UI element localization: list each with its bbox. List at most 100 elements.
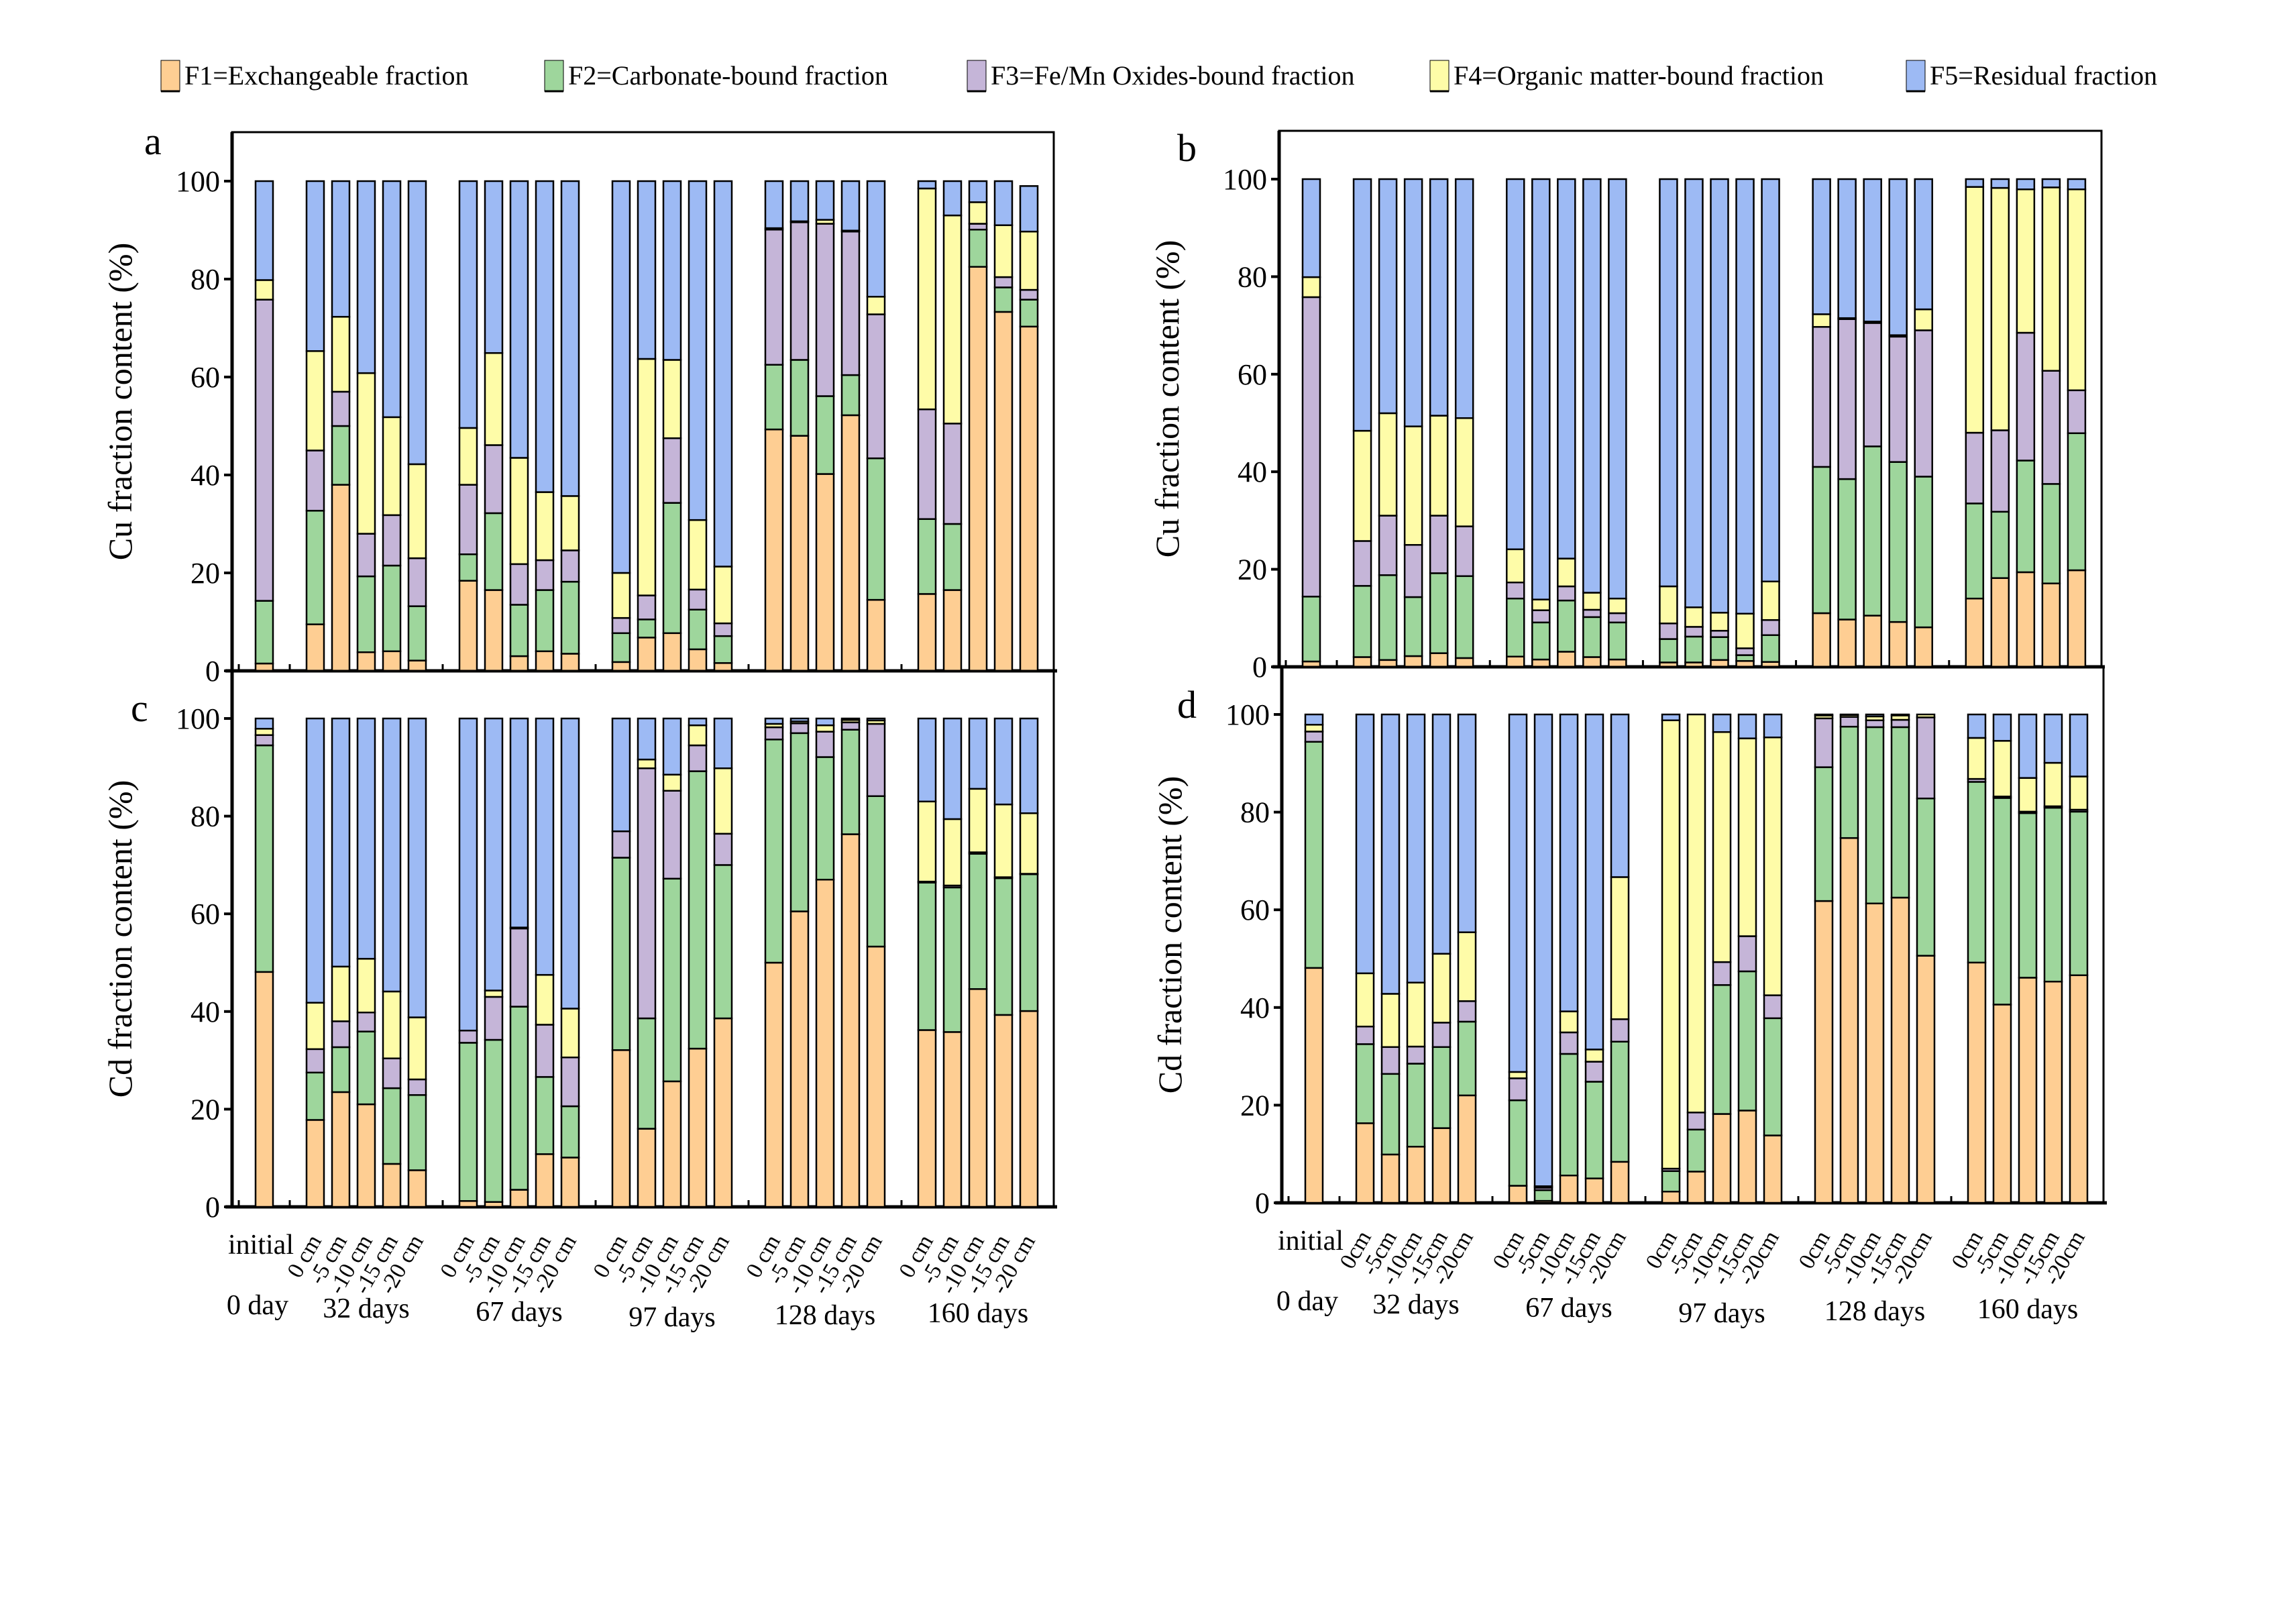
- bar-segment-f2: [407, 1094, 427, 1171]
- y-tick-label: 80: [1240, 796, 1270, 829]
- stacked-bar: [1659, 178, 1678, 668]
- bar-segment-f5: [1531, 178, 1551, 600]
- stacked-bar: [688, 717, 708, 1208]
- bar-segment-f5: [789, 180, 810, 223]
- bar-segment-f1: [1992, 1004, 2012, 1204]
- bar-segment-f4: [535, 491, 555, 562]
- bar-segment-f1: [509, 1189, 529, 1208]
- bar-segment-f5: [1301, 178, 1321, 278]
- bar-segment-f3: [1429, 515, 1449, 574]
- bar-segment-f4: [662, 773, 682, 792]
- bar-segment-f5: [1710, 178, 1729, 614]
- bar-segment-f5: [866, 180, 886, 298]
- bar-segment-f1: [509, 655, 529, 672]
- stacked-bar: [637, 180, 657, 672]
- bar-segment-f5: [535, 717, 555, 976]
- bar-segment-f3: [1837, 318, 1857, 480]
- y-tick-label: 40: [1240, 992, 1270, 1024]
- bar-segment-f5: [1457, 713, 1477, 933]
- stacked-bar: [1378, 178, 1398, 668]
- y-tick-label: 0: [205, 655, 220, 688]
- stacked-bar: [1916, 713, 1936, 1204]
- bar-segment-f4: [1761, 580, 1780, 621]
- stacked-bar: [535, 180, 555, 672]
- bar-segment-f3: [688, 744, 708, 772]
- bar-segment-f2: [1916, 797, 1936, 957]
- bar-segment-f5: [2043, 713, 2063, 764]
- stacked-bar: [2041, 178, 2061, 668]
- y-axis-title: Cd fraction content (%): [101, 780, 139, 1098]
- panel-letter: a: [144, 119, 162, 163]
- stacked-bar: [1457, 713, 1477, 1204]
- bar-segment-f4: [1735, 612, 1755, 649]
- bar-segment-f2: [1378, 574, 1398, 661]
- bar-segment-f5: [1661, 713, 1681, 721]
- bar-segment-f5: [713, 717, 733, 769]
- stacked-bar: [458, 717, 478, 1208]
- stacked-bar: [1735, 178, 1755, 668]
- stacked-bar: [968, 717, 988, 1208]
- stacked-bar: [1429, 178, 1449, 668]
- bar-segment-f5: [1814, 713, 1834, 716]
- bar-segment-f1: [713, 1017, 733, 1208]
- y-tick-label: 100: [176, 702, 220, 735]
- stacked-bar: [1559, 713, 1579, 1204]
- bar-segment-f3: [535, 559, 555, 591]
- bar-segment-f2: [1967, 781, 1987, 964]
- panel-letter: b: [1177, 126, 1197, 170]
- bar-segment-f1: [254, 971, 274, 1208]
- bar-segment-f2: [1019, 873, 1039, 1012]
- bar-segment-f3: [662, 437, 682, 504]
- bar-segment-f5: [2041, 178, 2061, 189]
- y-tick-label: 60: [190, 898, 220, 930]
- y-tick-label: 80: [190, 800, 220, 833]
- bar-segment-f4: [1684, 606, 1704, 628]
- bar-segment-f4: [1914, 308, 1933, 331]
- bar-segment-f3: [1301, 296, 1321, 598]
- bar-segment-f3: [1737, 935, 1757, 973]
- bar-segment-f2: [458, 553, 478, 582]
- stacked-bar: [1812, 178, 1831, 668]
- bar-segment-f2: [1508, 1099, 1528, 1187]
- bar-segment-f1: [942, 1031, 963, 1208]
- bar-segment-f1: [866, 598, 886, 672]
- bar-segment-f3: [1839, 716, 1859, 728]
- bar-segment-f1: [764, 961, 784, 1208]
- bar-segment-f3: [688, 588, 708, 611]
- bar-segment-f1: [1355, 1122, 1375, 1204]
- bar-segment-f2: [1557, 599, 1576, 653]
- bar-segment-f2: [254, 744, 274, 973]
- bar-segment-f4: [1019, 230, 1039, 291]
- bar-segment-f5: [637, 180, 657, 360]
- bar-segment-f3: [1610, 1018, 1630, 1043]
- stacked-bar: [1531, 178, 1551, 668]
- bar-segment-f4: [917, 187, 937, 411]
- bar-segment-f4: [1352, 429, 1372, 542]
- bar-segment-f2: [356, 575, 376, 653]
- bar-segment-f1: [1557, 651, 1576, 668]
- bar-segment-f4: [331, 315, 351, 393]
- stacked-bar: [1763, 713, 1783, 1204]
- bar-segment-f2: [1761, 634, 1780, 663]
- bar-segment-f2: [382, 1087, 402, 1165]
- y-axis-title: Cd fraction content (%): [1151, 776, 1189, 1093]
- bar-segment-f2: [1403, 596, 1423, 657]
- x-group-label: 128 days: [775, 1300, 876, 1331]
- bar-segment-f4: [1610, 876, 1630, 1020]
- bar-segment-f1: [713, 662, 733, 672]
- bar-segment-f3: [866, 723, 886, 798]
- bar-segment-f2: [1429, 572, 1449, 654]
- bar-segment-f4: [1431, 953, 1452, 1024]
- bar-segment-f1: [637, 1128, 657, 1208]
- bar-segment-f1: [764, 428, 784, 672]
- stacked-bar: [254, 180, 274, 672]
- stacked-bar: [560, 180, 580, 672]
- stacked-bar: [1837, 178, 1857, 668]
- stacked-bar: [611, 180, 631, 672]
- bar-segment-f2: [840, 729, 861, 835]
- bar-segment-f4: [1304, 724, 1324, 733]
- bar-segment-f4: [637, 358, 657, 596]
- bar-segment-f5: [1403, 178, 1423, 427]
- bar-segment-f1: [458, 580, 478, 672]
- bar-segment-f3: [789, 723, 810, 735]
